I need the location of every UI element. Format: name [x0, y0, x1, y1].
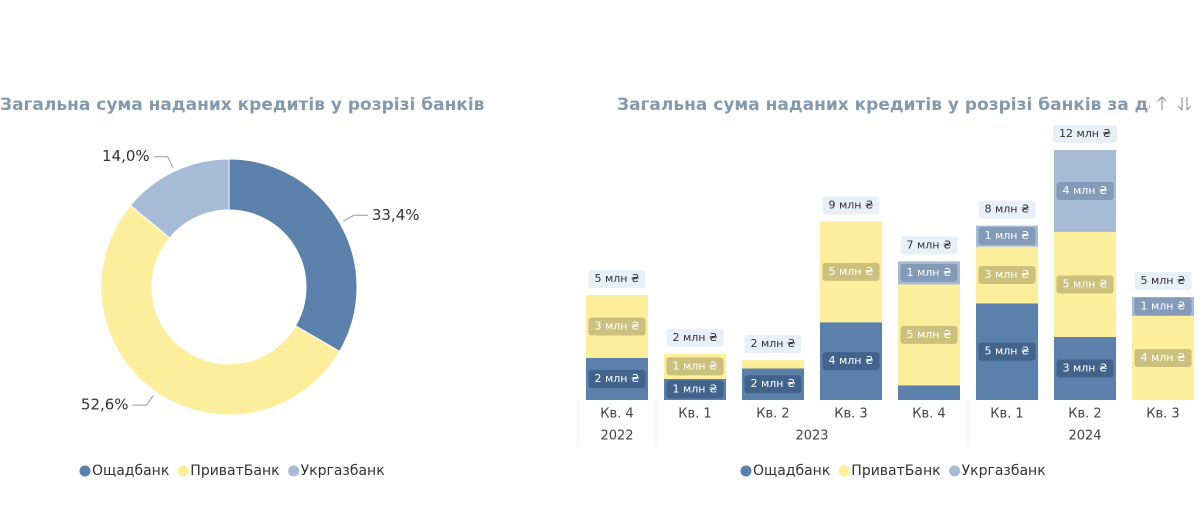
total-label: 9 млн ₴	[822, 196, 880, 215]
data-label-box	[588, 369, 646, 388]
leader-line	[153, 156, 174, 168]
legend-marker	[949, 465, 961, 477]
leader-line	[343, 214, 368, 222]
total-label-box	[978, 200, 1036, 219]
data-label: 1 млн ₴	[984, 229, 1029, 242]
data-label: 4 млн ₴	[828, 354, 873, 367]
data-label-box	[1056, 359, 1114, 378]
x-tick-label: Кв. 1	[678, 407, 711, 422]
total-label: 2 млн ₴	[666, 328, 724, 347]
bar-segment	[742, 360, 804, 369]
total-label: 7 млн ₴	[900, 236, 958, 255]
data-label-box	[1134, 348, 1192, 367]
data-label: 3 млн ₴	[594, 319, 639, 332]
data-label: 5 млн ₴	[1062, 277, 1107, 290]
legend-marker	[740, 465, 752, 477]
legend-label: Укргазбанк	[301, 463, 385, 479]
data-label: 3 млн ₴	[984, 268, 1029, 281]
data-label-box	[1056, 275, 1114, 294]
total-label-text: 2 млн ₴	[750, 337, 795, 350]
total-label-text: 9 млн ₴	[828, 198, 873, 211]
total-label-box	[1052, 125, 1118, 143]
total-label: 5 млн ₴	[588, 269, 646, 288]
x-tick-label: Кв. 4	[912, 407, 945, 422]
x-tick-label: Кв. 4	[600, 407, 633, 422]
x-tick-label: Кв. 3	[834, 407, 867, 422]
data-label: 1 млн ₴	[906, 266, 951, 279]
donut-slice	[100, 204, 341, 416]
x-tick-label: Кв. 2	[756, 407, 789, 422]
donut-slice	[129, 158, 230, 239]
legend-marker	[838, 465, 850, 477]
data-label-box	[666, 357, 724, 376]
data-label-box	[588, 317, 646, 336]
sort-up-icon[interactable]	[1157, 96, 1167, 110]
total-label-box	[744, 335, 802, 354]
total-label-text: 2 млн ₴	[672, 331, 717, 344]
data-label-box	[978, 342, 1036, 361]
data-label: 2 млн ₴	[594, 372, 639, 385]
total-label-box	[588, 269, 646, 288]
data-label-box	[1056, 181, 1114, 200]
total-label-box	[900, 236, 958, 255]
data-label: 2 млн ₴	[750, 377, 795, 390]
data-label: 52,6%	[81, 396, 129, 414]
data-label-box	[900, 325, 958, 344]
sort-icons[interactable]	[1157, 96, 1192, 111]
legend-label: Ощадбанк	[753, 463, 830, 479]
total-label-text: 5 млн ₴	[594, 272, 639, 285]
total-label-text: 7 млн ₴	[906, 238, 951, 251]
x-tick-label: Кв. 2	[1068, 407, 1101, 422]
data-label: 1 млн ₴	[672, 359, 717, 372]
x-tick-label: Кв. 1	[990, 407, 1023, 422]
total-label-box	[822, 196, 880, 215]
total-label-box	[1134, 272, 1192, 291]
data-label-box	[978, 266, 1036, 284]
legend-label: Укргазбанк	[962, 463, 1046, 479]
bar-segment	[898, 385, 960, 400]
legend-label: ПриватБанк	[190, 463, 279, 479]
total-label-text: 8 млн ₴	[984, 203, 1029, 216]
data-label-box	[1134, 297, 1192, 316]
data-label: 14,0%	[102, 147, 150, 165]
data-label-box	[822, 352, 880, 371]
data-label: 3 млн ₴	[1062, 361, 1107, 374]
total-label: 2 млн ₴	[744, 335, 802, 354]
x-tick-label: Кв. 3	[1146, 407, 1179, 422]
total-label-text: 12 млн ₴	[1059, 127, 1111, 140]
legend-marker	[79, 465, 91, 477]
total-label-box	[666, 328, 724, 347]
legend-label: ПриватБанк	[851, 463, 940, 479]
year-label: 2024	[1068, 429, 1101, 444]
total-label: 8 млн ₴	[978, 200, 1036, 219]
chart-title: Загальна сума наданих кредитів у розрізі…	[617, 95, 1181, 115]
data-label-box	[744, 375, 802, 394]
data-label-box	[978, 227, 1036, 246]
data-label: 4 млн ₴	[1062, 184, 1107, 197]
data-label-box	[822, 262, 880, 281]
year-label: 2023	[795, 429, 828, 444]
legend-label: Ощадбанк	[92, 463, 169, 479]
data-label: 1 млн ₴	[672, 382, 717, 395]
data-label: 33,4%	[372, 206, 420, 224]
data-label: 5 млн ₴	[984, 345, 1029, 358]
leader-line	[132, 394, 154, 406]
data-label-box	[900, 263, 958, 282]
total-label: 12 млн ₴	[1052, 125, 1118, 143]
legend-marker	[288, 465, 300, 477]
year-label: 2022	[600, 429, 633, 444]
data-label: 1 млн ₴	[1140, 300, 1185, 313]
donut-slice	[228, 158, 358, 353]
icon-backdrop	[1150, 92, 1200, 118]
chart-title: Загальна сума наданих кредитів у розрізі…	[0, 95, 485, 115]
data-label: 4 млн ₴	[1140, 351, 1185, 364]
data-label-box	[666, 380, 724, 399]
total-label: 5 млн ₴	[1134, 272, 1192, 291]
data-label: 5 млн ₴	[906, 328, 951, 341]
legend-marker	[177, 465, 189, 477]
sort-down-icon[interactable]	[1177, 97, 1192, 111]
total-label-text: 5 млн ₴	[1140, 274, 1185, 287]
data-label: 5 млн ₴	[828, 265, 873, 278]
